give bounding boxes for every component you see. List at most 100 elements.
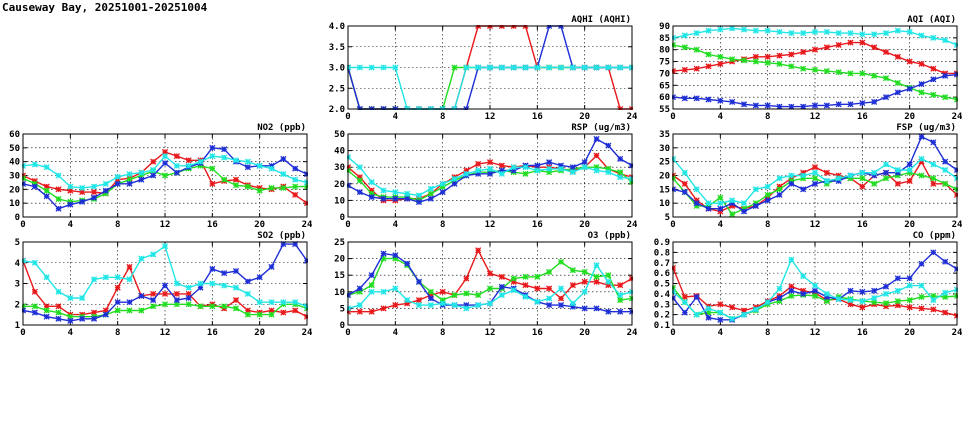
fsp-point bbox=[752, 186, 759, 193]
fsp-point bbox=[859, 169, 866, 176]
o3-point bbox=[404, 297, 411, 304]
o3-xtick-label: 4 bbox=[393, 328, 399, 338]
rsp-point bbox=[427, 195, 434, 202]
o3-point bbox=[593, 262, 600, 269]
aqhi-ytick-label: 2.5 bbox=[329, 84, 345, 94]
fsp-point bbox=[894, 180, 901, 187]
rsp-point bbox=[581, 164, 588, 171]
co-point bbox=[942, 293, 949, 301]
so2-point bbox=[280, 309, 287, 316]
o3-point bbox=[510, 278, 517, 285]
so2-point bbox=[55, 288, 62, 295]
o3-point bbox=[356, 288, 363, 295]
so2-point bbox=[161, 243, 169, 250]
aqi-point bbox=[894, 53, 901, 60]
rsp-series-cyan bbox=[347, 154, 633, 199]
no2-point bbox=[102, 187, 109, 194]
fsp-point bbox=[717, 194, 724, 201]
fsp-point bbox=[681, 189, 688, 196]
rsp-point bbox=[475, 160, 482, 167]
aqi-point bbox=[740, 26, 748, 33]
o3-point bbox=[617, 292, 624, 299]
o3-point bbox=[439, 300, 446, 307]
aqi-point bbox=[847, 30, 854, 37]
aqi-point bbox=[894, 79, 901, 86]
rsp-point bbox=[546, 165, 553, 172]
co-point bbox=[764, 299, 771, 306]
no2-point bbox=[102, 180, 109, 187]
co-ytick-label: 0.2 bbox=[654, 311, 670, 321]
so2-point bbox=[126, 276, 133, 283]
o3-point bbox=[593, 278, 600, 285]
co-point bbox=[930, 249, 937, 256]
no2-ytick-label: 20 bbox=[9, 185, 20, 195]
rsp-point bbox=[463, 167, 470, 174]
no2-point bbox=[79, 198, 86, 205]
fsp-point bbox=[823, 177, 830, 185]
so2-point bbox=[292, 307, 299, 314]
rsp-point bbox=[439, 184, 446, 191]
aqi-point bbox=[788, 103, 795, 110]
fsp-point bbox=[740, 205, 748, 212]
so2-point bbox=[280, 299, 287, 306]
rsp-point bbox=[581, 159, 588, 166]
aqi-xtick-label: 20 bbox=[904, 112, 915, 122]
fsp-point bbox=[776, 183, 783, 190]
co-point bbox=[847, 301, 854, 308]
aqi-point bbox=[894, 27, 901, 34]
aqi-point bbox=[729, 98, 736, 105]
aqhi-point bbox=[380, 64, 387, 71]
aqi-point bbox=[835, 41, 842, 49]
so2-point bbox=[256, 311, 263, 318]
so2-point bbox=[185, 294, 192, 302]
aqi-point bbox=[811, 28, 819, 35]
rsp-ytick-label: 0 bbox=[340, 213, 345, 223]
so2-point bbox=[232, 267, 240, 275]
aqhi-point bbox=[463, 64, 470, 71]
aqi-point bbox=[811, 46, 819, 53]
fsp-point bbox=[811, 164, 819, 171]
aqi-point bbox=[705, 27, 712, 34]
fsp-point bbox=[835, 172, 842, 179]
so2-point bbox=[150, 303, 157, 310]
aqi-point bbox=[705, 96, 712, 103]
aqi-point bbox=[918, 89, 925, 96]
aqi-point bbox=[788, 51, 795, 58]
no2-point bbox=[102, 190, 109, 197]
no2-point bbox=[43, 187, 50, 194]
so2-point bbox=[185, 290, 192, 297]
rsp-point bbox=[356, 164, 363, 171]
aqi-point bbox=[882, 49, 890, 56]
fsp-point bbox=[835, 175, 842, 182]
aqi-point bbox=[835, 30, 842, 37]
aqhi-xtick-label: 4 bbox=[393, 112, 399, 122]
fsp-point bbox=[764, 191, 771, 198]
so2-point bbox=[55, 315, 62, 322]
so2-point bbox=[268, 307, 275, 314]
no2-point bbox=[67, 187, 74, 194]
so2-ytick-label: 3 bbox=[15, 280, 20, 290]
so2-point bbox=[31, 309, 38, 316]
aqi-point bbox=[776, 103, 783, 110]
so2-point bbox=[114, 284, 121, 291]
no2-xtick-label: 4 bbox=[68, 220, 74, 230]
aqi-point bbox=[942, 37, 949, 44]
aqhi-point bbox=[368, 64, 375, 71]
no2-point bbox=[197, 162, 204, 169]
co-point bbox=[776, 285, 783, 292]
rsp-point bbox=[522, 164, 529, 171]
aqi-point bbox=[930, 91, 937, 98]
o3-point bbox=[605, 282, 612, 289]
fsp-point bbox=[788, 172, 795, 179]
aqi-point bbox=[776, 28, 783, 35]
fsp-point bbox=[930, 139, 937, 146]
fsp-point bbox=[871, 169, 878, 176]
fsp-point bbox=[894, 166, 901, 174]
no2-point bbox=[185, 162, 192, 169]
fsp-point bbox=[740, 208, 748, 215]
no2-title: NO2 (ppb) bbox=[257, 123, 306, 133]
aqhi-xtick-label: 20 bbox=[579, 112, 590, 122]
aqi-point bbox=[693, 30, 700, 37]
fsp-point bbox=[918, 172, 925, 179]
no2-point bbox=[79, 184, 86, 192]
